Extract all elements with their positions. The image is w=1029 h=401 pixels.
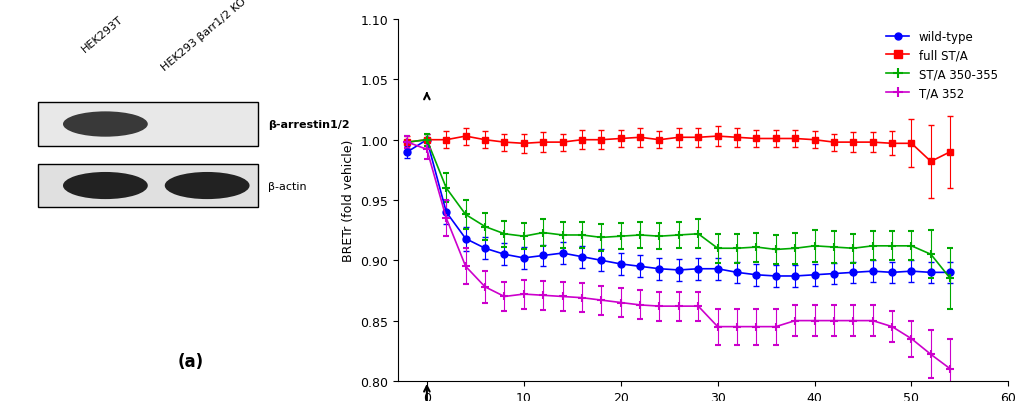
Text: HEK293 βarr1/2 KO: HEK293 βarr1/2 KO xyxy=(159,0,248,73)
FancyBboxPatch shape xyxy=(37,103,258,146)
Ellipse shape xyxy=(165,172,250,200)
Y-axis label: BRETr (fold vehicle): BRETr (fold vehicle) xyxy=(342,140,355,261)
FancyBboxPatch shape xyxy=(37,164,258,208)
Ellipse shape xyxy=(63,172,148,200)
Text: β-arrestin1/2: β-arrestin1/2 xyxy=(269,120,350,130)
Text: HEK293T: HEK293T xyxy=(79,14,125,54)
Ellipse shape xyxy=(63,112,148,137)
Text: (a): (a) xyxy=(177,352,204,370)
Text: β-actin: β-actin xyxy=(269,181,307,191)
Legend: wild-type, full ST/A, ST/A 350-355, T/A 352: wild-type, full ST/A, ST/A 350-355, T/A … xyxy=(881,26,1002,105)
